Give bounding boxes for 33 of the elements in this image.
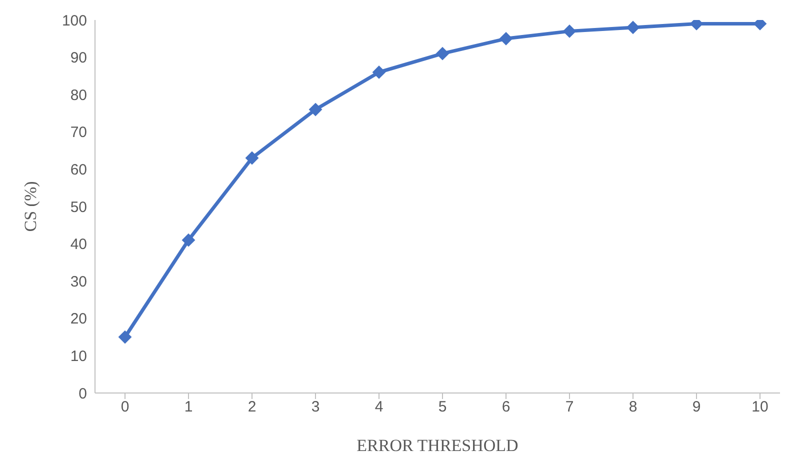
point [118,330,132,344]
point [182,234,195,247]
y-tick-label: 60 [70,162,87,179]
x-tick-label: 0 [120,398,130,416]
x-tick-label: 1 [184,398,193,416]
y-tick-label: 40 [70,236,87,254]
x-axis-title: ERROR THRESHOLD [356,436,518,455]
x-tick-label: 8 [628,398,638,416]
x-tick-label: 3 [311,398,320,416]
point [626,20,640,34]
point [372,66,386,79]
x-tick-label: 2 [248,398,256,416]
point [500,32,512,46]
x-tick-label: 9 [692,398,701,416]
x-tick-label: 5 [438,398,447,416]
x-tick-label: 4 [374,398,384,416]
y-axis-title: CS (%) [21,181,40,232]
point [563,24,576,38]
x-tick-label: 10 [752,398,768,416]
point [246,152,258,165]
y-tick-label: 80 [70,86,87,104]
x-tick-label: 7 [565,398,574,416]
y-tick-label: 20 [70,310,87,328]
y-tick-label: 70 [70,124,87,142]
x-tick-label: 6 [502,398,510,416]
y-tick-label: 50 [70,198,87,216]
y-tick-label: 10 [70,348,87,366]
y-tick-label: 30 [70,273,87,290]
y-tick-label: 90 [70,50,87,67]
point [436,47,449,60]
y-tick-label: 0 [78,385,87,402]
point [309,103,322,116]
y-tick-label: 100 [62,12,87,30]
